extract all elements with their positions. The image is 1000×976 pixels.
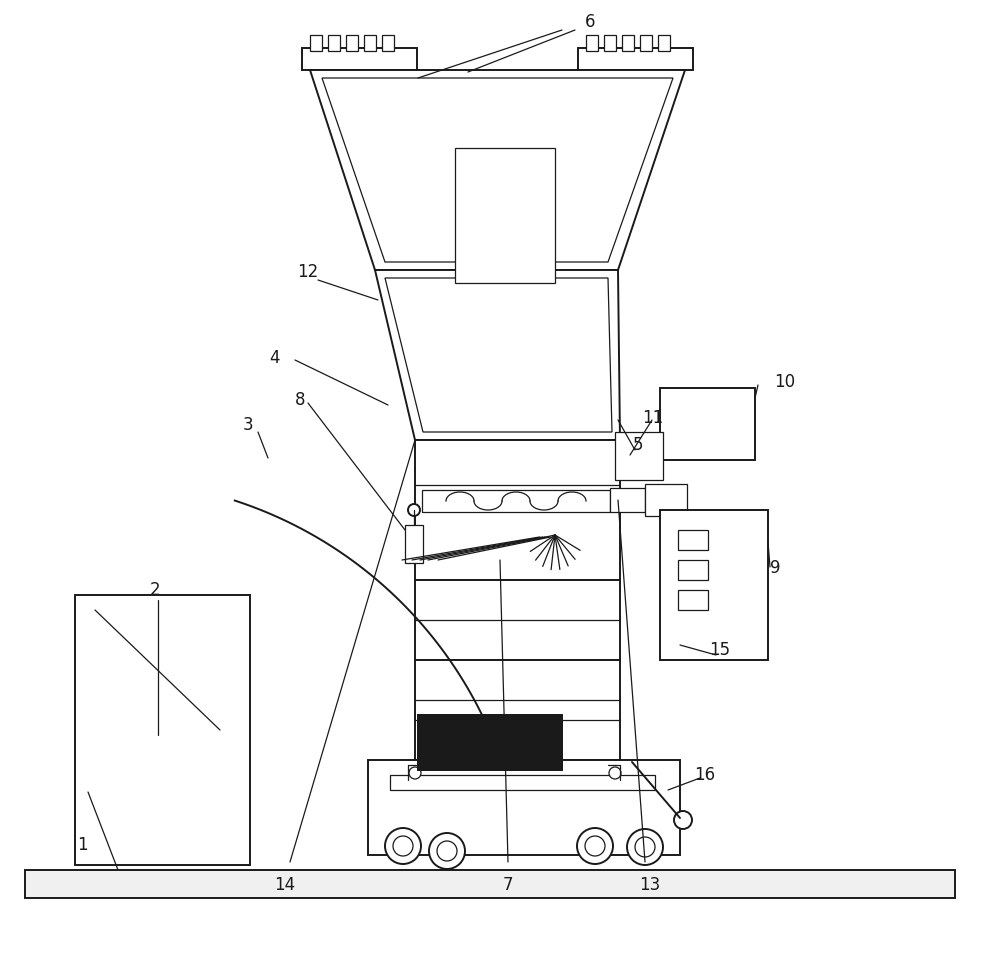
Bar bbox=[364, 35, 376, 51]
Text: 4: 4 bbox=[270, 349, 280, 367]
Bar bbox=[25, 870, 955, 898]
Bar bbox=[415, 440, 620, 580]
Bar bbox=[645, 484, 687, 516]
Polygon shape bbox=[375, 270, 620, 440]
Circle shape bbox=[437, 841, 457, 861]
Bar bbox=[455, 148, 555, 283]
Bar bbox=[346, 35, 358, 51]
Circle shape bbox=[408, 504, 420, 516]
Text: 8: 8 bbox=[295, 391, 305, 409]
Text: 10: 10 bbox=[774, 373, 796, 391]
Bar bbox=[415, 660, 620, 760]
Bar bbox=[678, 530, 708, 550]
Text: 2: 2 bbox=[150, 581, 160, 599]
Bar bbox=[578, 48, 693, 70]
Circle shape bbox=[577, 828, 613, 864]
Text: 1: 1 bbox=[77, 836, 87, 854]
Text: 6: 6 bbox=[585, 13, 595, 31]
Text: 5: 5 bbox=[633, 436, 643, 454]
Circle shape bbox=[627, 829, 663, 865]
Circle shape bbox=[393, 836, 413, 856]
Text: 9: 9 bbox=[770, 559, 780, 577]
Bar bbox=[660, 510, 768, 660]
Text: 3: 3 bbox=[243, 416, 253, 434]
Bar bbox=[405, 525, 423, 563]
Bar bbox=[415, 580, 620, 660]
Bar bbox=[658, 35, 670, 51]
Circle shape bbox=[429, 833, 465, 869]
Text: 16: 16 bbox=[694, 766, 716, 784]
Circle shape bbox=[674, 811, 692, 829]
Polygon shape bbox=[322, 78, 673, 262]
Polygon shape bbox=[385, 278, 612, 432]
Bar bbox=[302, 48, 417, 70]
Text: 7: 7 bbox=[503, 876, 513, 894]
Bar bbox=[678, 590, 708, 610]
Bar bbox=[382, 35, 394, 51]
Bar bbox=[604, 35, 616, 51]
Bar bbox=[422, 490, 610, 512]
Bar bbox=[640, 35, 652, 51]
Bar bbox=[310, 35, 322, 51]
Circle shape bbox=[409, 767, 421, 779]
Bar bbox=[75, 595, 250, 865]
Bar bbox=[368, 760, 680, 855]
Text: 11: 11 bbox=[642, 409, 664, 427]
Bar bbox=[622, 35, 634, 51]
Bar bbox=[610, 488, 645, 512]
Bar bbox=[586, 35, 598, 51]
Bar bbox=[390, 775, 655, 790]
Text: 14: 14 bbox=[274, 876, 296, 894]
Polygon shape bbox=[310, 70, 685, 270]
Bar bbox=[660, 388, 755, 460]
Circle shape bbox=[585, 836, 605, 856]
Text: 13: 13 bbox=[639, 876, 661, 894]
Bar bbox=[678, 560, 708, 580]
Text: 12: 12 bbox=[297, 263, 319, 281]
Circle shape bbox=[609, 767, 621, 779]
Bar bbox=[615, 432, 663, 480]
Circle shape bbox=[635, 837, 655, 857]
Text: 15: 15 bbox=[709, 641, 731, 659]
Bar bbox=[328, 35, 340, 51]
Circle shape bbox=[385, 828, 421, 864]
